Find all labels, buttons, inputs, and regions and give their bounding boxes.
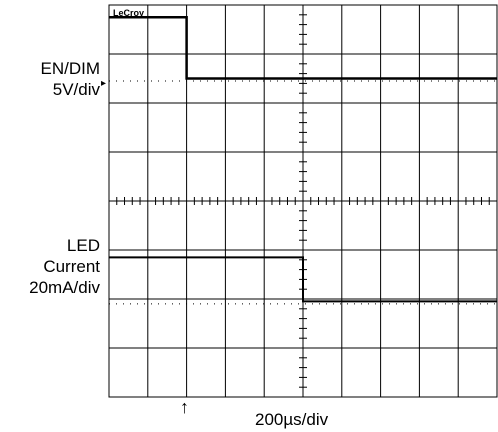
channel2-trace bbox=[109, 256, 497, 303]
brand-logo: LeCroy bbox=[113, 8, 144, 18]
channel2-name: LED bbox=[66, 236, 100, 255]
graticule bbox=[108, 4, 498, 398]
channel1-scale: 5V/div bbox=[52, 80, 100, 99]
timebase-label: 200µs/div bbox=[255, 410, 329, 429]
channel1-ground-marker: ▸ bbox=[101, 78, 107, 89]
channel2-scale: 20mA/div bbox=[29, 278, 100, 297]
channel1-name: EN/DIM bbox=[40, 59, 101, 78]
channel1-label: EN/DIM 5V/div bbox=[0, 58, 101, 100]
channel2-name-line2: Current bbox=[43, 257, 100, 276]
channel2-label: LED Current 20mA/div bbox=[0, 235, 100, 298]
waveform-traces bbox=[109, 16, 497, 303]
trigger-marker: ↑ bbox=[180, 397, 189, 417]
channel1-trace bbox=[109, 16, 497, 80]
